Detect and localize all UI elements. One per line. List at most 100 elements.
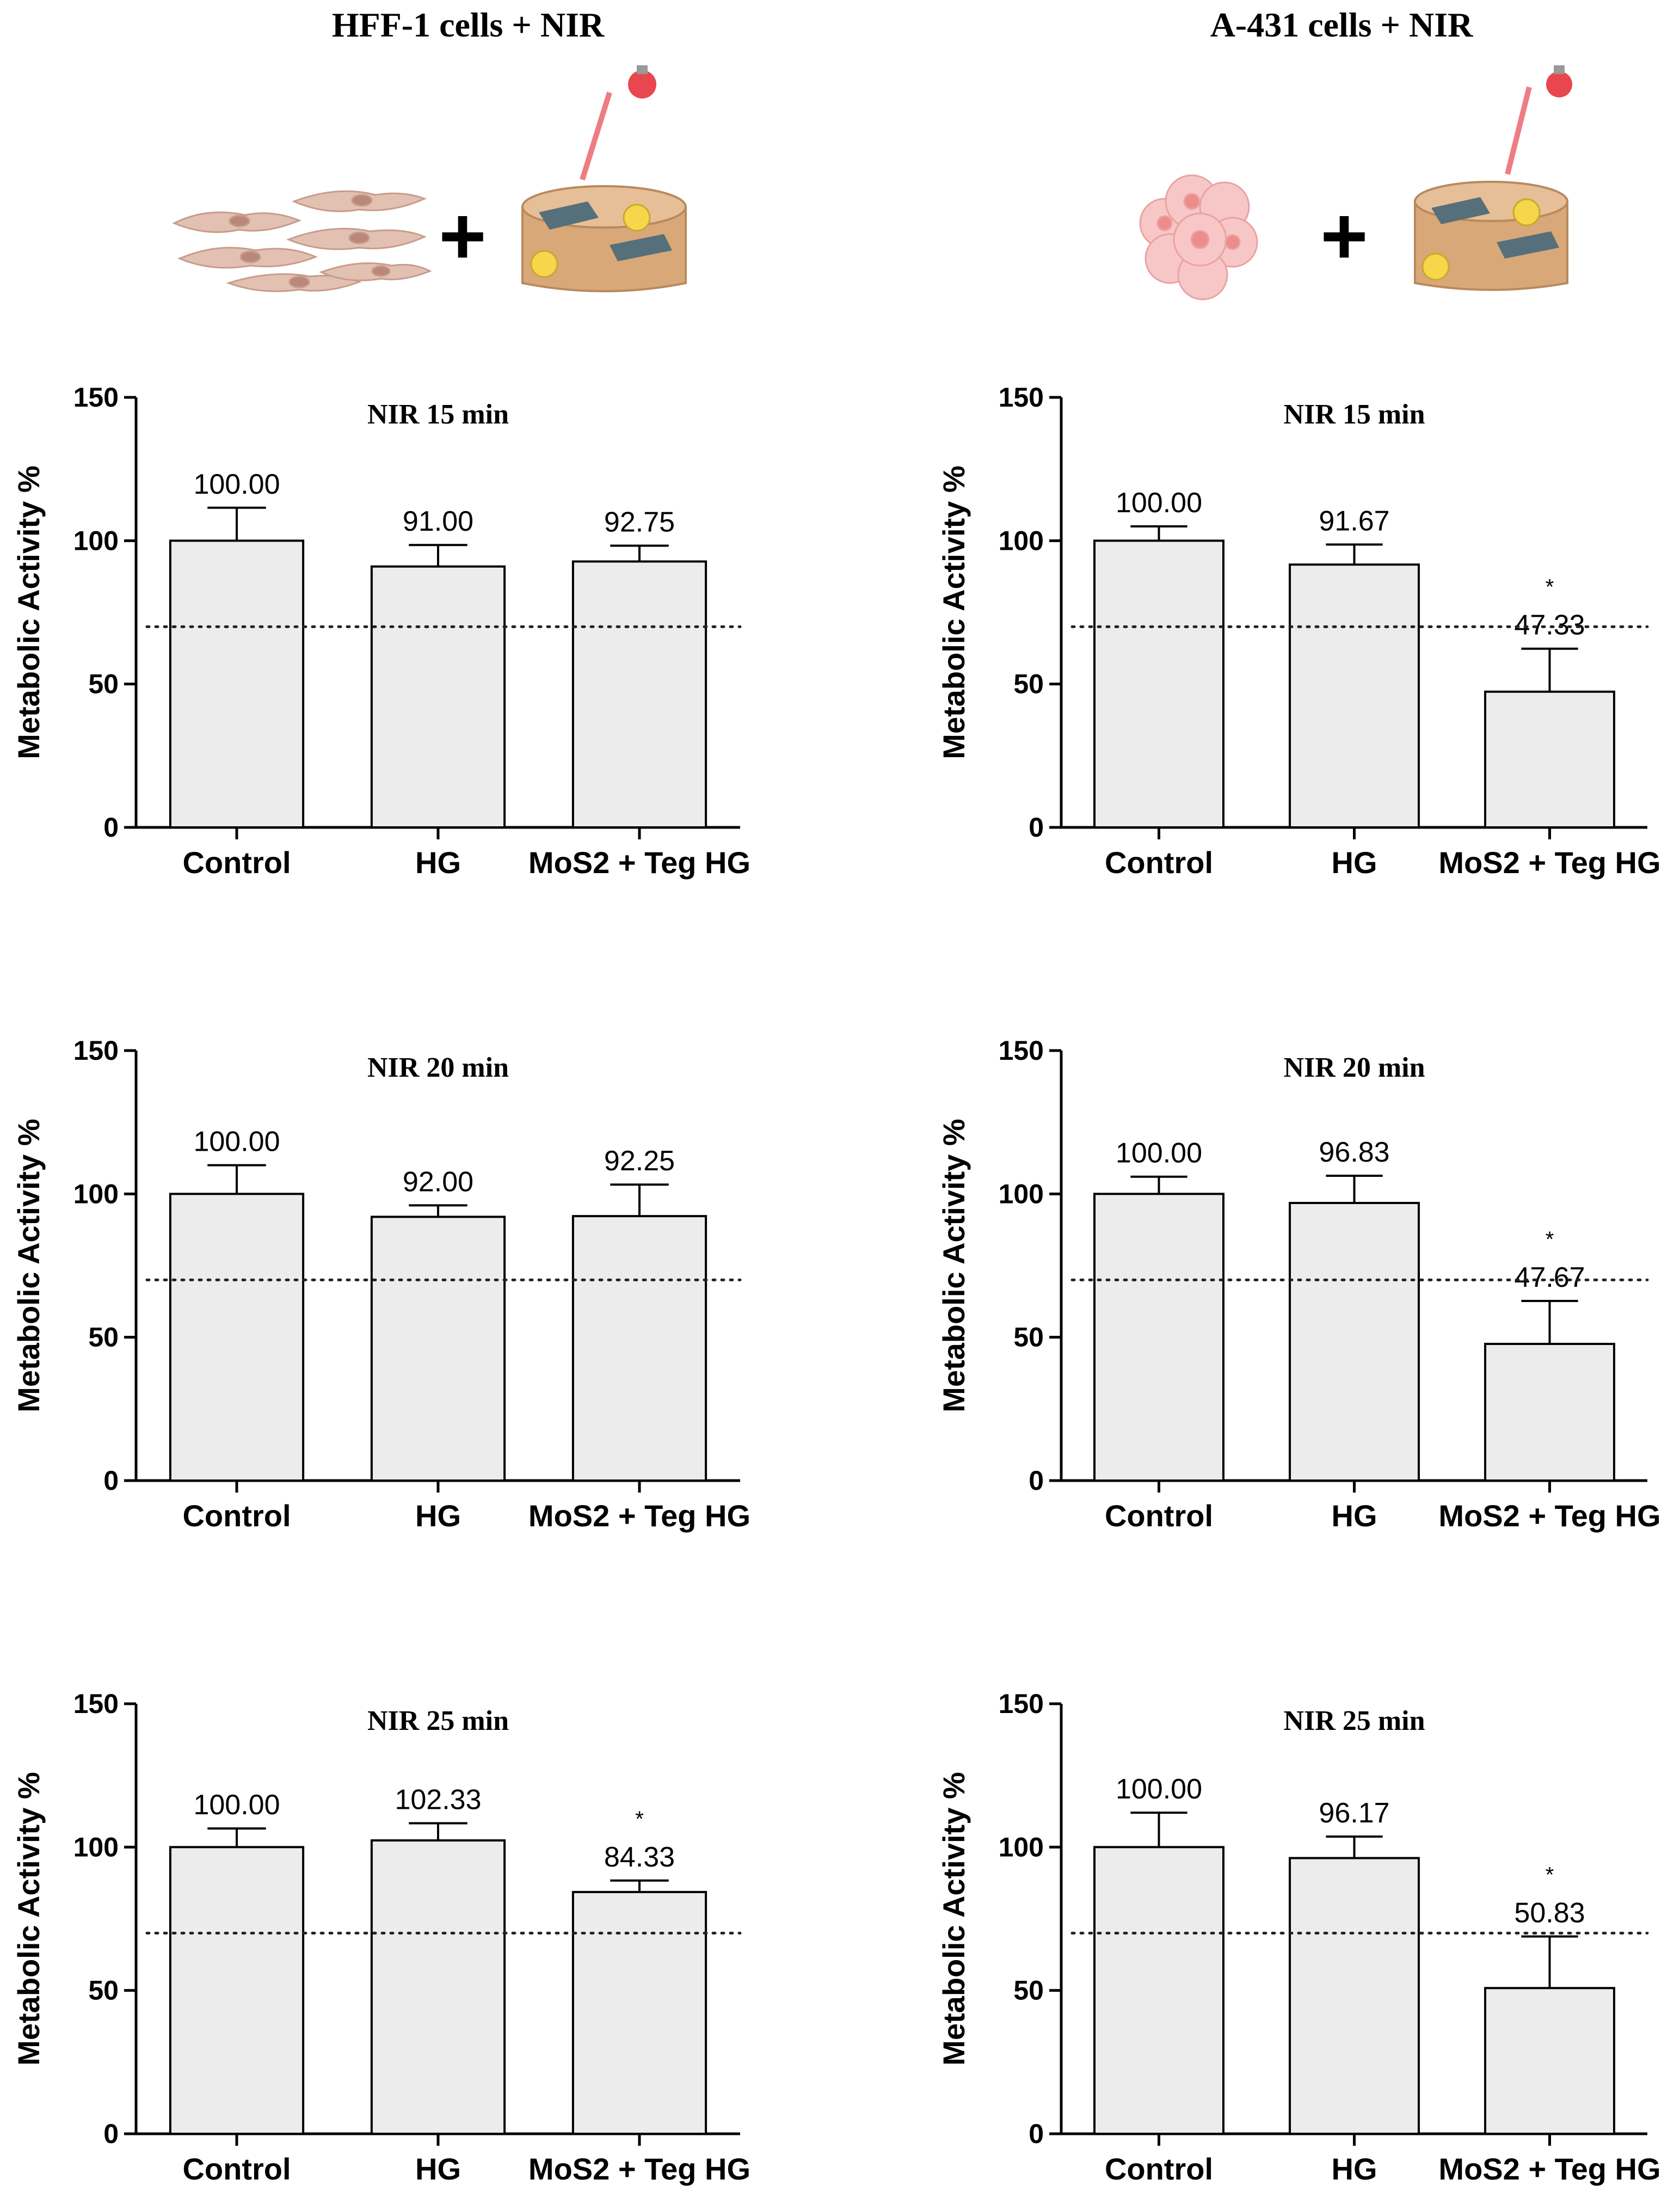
y-axis-label: Metabolic Activity % [11,465,46,759]
y-axis-label: Metabolic Activity % [937,1772,971,2065]
value-label: 50.83 [1514,1897,1585,1929]
y-tick-label: 50 [1013,669,1044,699]
category-label: HG [1332,1499,1377,1533]
column-title-hff1: HFF-1 cells + NIR [331,5,605,44]
tumor-cell-cluster-icon [1139,174,1258,300]
y-tick-label: 0 [103,1465,119,1496]
y-tick-label: 50 [1013,1975,1044,2006]
bar [1289,1857,1420,2135]
y-axis-label: Metabolic Activity % [11,1119,46,1412]
bar [1093,1846,1224,2135]
a431-nir-illustration: + [1139,65,1572,300]
chart-title: NIR 20 min [367,1052,509,1083]
significance-marker: * [1546,1227,1554,1251]
value-label: 100.00 [193,469,280,500]
y-tick-label: 0 [1029,2119,1044,2149]
y-tick-label: 100 [999,525,1044,556]
y-tick-label: 50 [1013,1322,1044,1353]
y-tick-label: 100 [73,1178,119,1209]
value-label: 47.67 [1514,1262,1585,1293]
y-axis-label: Metabolic Activity % [937,465,971,759]
chart-title: NIR 25 min [1283,1705,1425,1736]
chart-title: NIR 15 min [367,399,509,430]
value-label: 102.33 [395,1784,481,1815]
bar [169,1193,305,1482]
fibroblast-cells-icon [172,190,432,292]
bar [169,1846,305,2135]
value-label: 92.75 [604,507,675,538]
y-axis-label: Metabolic Activity % [11,1772,46,2065]
category-label: Control [182,1499,291,1533]
value-label: 47.33 [1514,610,1585,641]
chart-a431-nir-15: NIR 15 min Metabolic Activity % 0 50 100 150 1… [937,382,1661,880]
chart-title: NIR 20 min [1283,1052,1425,1083]
bar [1484,690,1615,828]
category-label: Control [1105,1499,1213,1533]
value-label: 96.83 [1319,1137,1389,1168]
value-label: 92.25 [604,1145,675,1177]
hydrogel-dish-with-nir-lamp-icon [1414,65,1572,291]
category-label: MoS2 + Teg HG [528,1499,750,1533]
y-tick-label: 0 [103,812,119,843]
bar [1484,1987,1615,2135]
value-label: 91.67 [1319,505,1389,537]
bar [370,1215,506,1482]
value-label: 100.00 [1116,1138,1202,1169]
y-tick-label: 150 [73,382,119,413]
y-tick-label: 150 [73,1035,119,1066]
y-tick-label: 0 [1029,1465,1044,1496]
bar [571,1890,707,2135]
category-label: HG [415,2152,461,2186]
significance-marker: * [1546,1863,1554,1887]
value-label: 100.00 [193,1126,280,1158]
bar [571,560,707,828]
value-label: 100.00 [1116,487,1202,519]
chart-hff1-nir-20: NIR 20 min Metabolic Activity % 0 50 100 150 1… [11,1035,750,1533]
hydrogel-dish-with-nir-lamp-icon [521,65,687,292]
category-label: Control [1105,845,1213,880]
y-tick-label: 0 [103,2119,119,2149]
y-axis-label: Metabolic Activity % [937,1119,971,1412]
category-label: MoS2 + Teg HG [1438,2152,1660,2186]
value-label: 92.00 [403,1166,473,1198]
bar [370,565,506,828]
y-tick-label: 150 [999,382,1044,413]
value-label: 96.17 [1319,1797,1389,1829]
category-label: Control [182,845,291,880]
bar [1093,1193,1224,1482]
value-label: 100.00 [193,1789,280,1821]
plus-sign: + [1320,190,1368,281]
y-tick-label: 50 [88,1322,119,1353]
bar [370,1839,506,2135]
category-label: MoS2 + Teg HG [1438,845,1660,880]
bar [1484,1342,1615,1482]
bar [169,539,305,829]
bar [571,1215,707,1482]
y-tick-label: 100 [73,1832,119,1862]
chart-title: NIR 25 min [367,1705,509,1736]
category-label: Control [1105,2152,1213,2186]
category-label: HG [1332,845,1377,880]
category-label: MoS2 + Teg HG [1438,1499,1660,1533]
category-label: HG [1332,2152,1377,2186]
y-tick-label: 100 [999,1178,1044,1209]
category-label: Control [182,2152,291,2186]
y-tick-label: 150 [999,1035,1044,1066]
category-label: MoS2 + Teg HG [528,2152,750,2186]
y-tick-label: 0 [1029,812,1044,843]
y-tick-label: 100 [73,525,119,556]
significance-marker: * [1546,575,1554,599]
bar [1289,1202,1420,1482]
y-tick-label: 150 [73,1689,119,1719]
y-tick-label: 50 [88,1975,119,2006]
value-label: 84.33 [604,1841,675,1873]
y-tick-label: 50 [88,669,119,699]
bar [1289,563,1420,828]
category-label: HG [415,845,461,880]
category-label: MoS2 + Teg HG [528,845,750,880]
category-label: HG [415,1499,461,1533]
bar [1093,539,1224,829]
y-tick-label: 150 [999,1689,1044,1719]
plus-sign: + [439,190,487,281]
chart-hff1-nir-15: NIR 15 min Metabolic Activity % 0 50 100 150 1… [11,382,750,880]
